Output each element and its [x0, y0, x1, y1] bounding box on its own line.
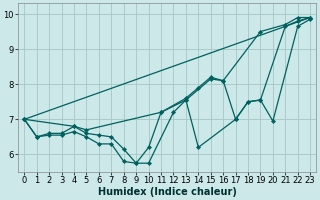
- X-axis label: Humidex (Indice chaleur): Humidex (Indice chaleur): [98, 187, 237, 197]
